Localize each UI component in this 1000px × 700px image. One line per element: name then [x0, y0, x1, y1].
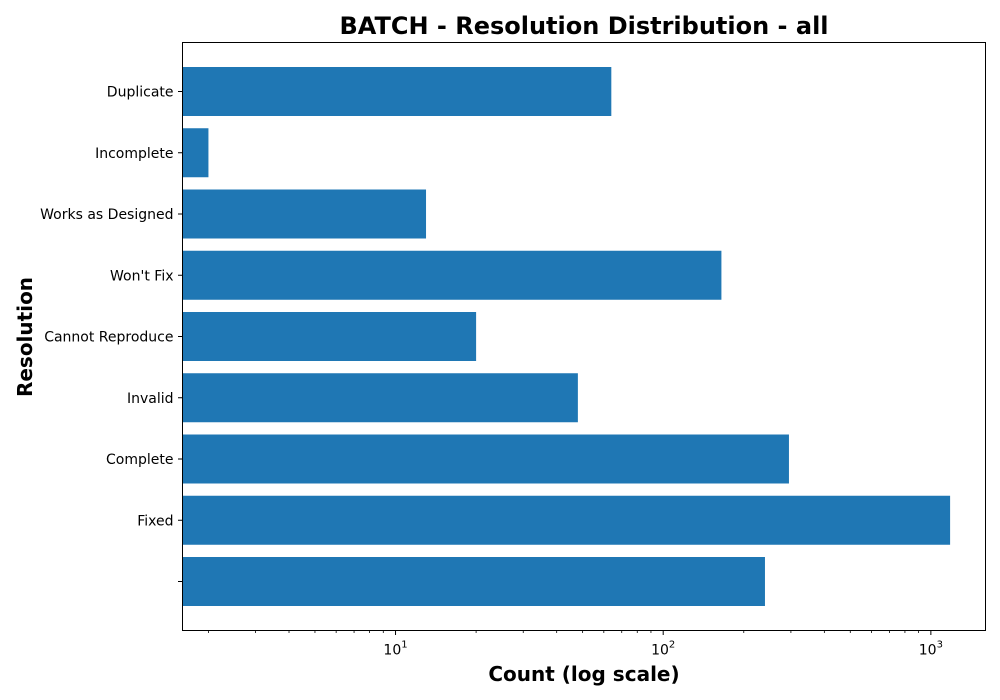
bar-complete [182, 434, 789, 484]
y-tick-label: Won't Fix [110, 268, 173, 284]
x-tick-label: 102 [651, 640, 675, 659]
y-tick-label: Complete [106, 452, 173, 468]
y-tick-label: Works as Designed [40, 207, 173, 223]
y-tick-label: Incomplete [95, 146, 173, 162]
x-tick-label: 101 [383, 640, 407, 659]
bars-group [182, 67, 951, 606]
bar-invalid [182, 373, 578, 423]
y-tick-label: Fixed [137, 513, 173, 529]
bar-duplicate [182, 67, 612, 116]
plot-area-frame [182, 42, 986, 631]
y-axis-label: Resolution [13, 277, 37, 397]
x-ticks-group: 101 102 103 [208, 630, 943, 659]
bar-cannot-reproduce [182, 312, 477, 361]
bar-fixed [182, 495, 951, 545]
x-tick-label: 103 [919, 640, 943, 659]
bar-blank [182, 557, 765, 606]
y-tick-label: Invalid [127, 391, 174, 407]
bar-works-as-designed [182, 189, 427, 239]
x-axis-label: Count (log scale) [488, 662, 679, 686]
bar-incomplete [182, 128, 209, 178]
bar-won-t-fix [182, 250, 722, 300]
chart-title: BATCH - Resolution Distribution - all [339, 12, 828, 40]
y-tick-label: Duplicate [107, 85, 174, 101]
y-tick-label: Cannot Reproduce [44, 330, 173, 346]
y-ticks-group: Fixed Complete Invalid Cannot Reproduce Won'… [40, 85, 183, 582]
